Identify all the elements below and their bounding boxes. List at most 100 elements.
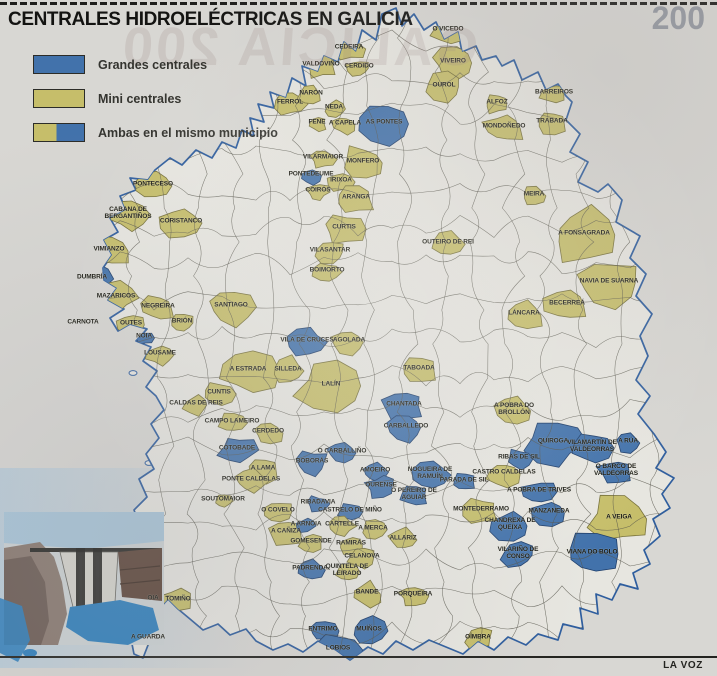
legend-item-ambas: Ambas en el mismo municipio: [33, 123, 278, 142]
legend-label-ambas: Ambas en el mismo municipio: [98, 125, 278, 140]
municipality-patch: [538, 112, 566, 136]
municipality-patch: [507, 299, 543, 330]
border-mesh-line: [103, 215, 674, 238]
border-mesh-line: [103, 476, 674, 497]
municipality-patch: [267, 522, 303, 546]
municipality-patch: [308, 117, 327, 133]
border-mesh-line: [641, 8, 665, 660]
border-mesh-line: [467, 8, 490, 660]
credit: LA VOZ: [663, 660, 703, 671]
municipality-patch: [171, 313, 194, 332]
municipality-patch: [325, 214, 367, 245]
municipality-patch: [542, 289, 587, 318]
municipality-patch: [296, 84, 321, 105]
municipality-patch: [328, 515, 358, 537]
border-mesh-line: [103, 289, 674, 311]
legend-item-mini: Mini centrales: [33, 89, 278, 108]
municipality-patch: [403, 357, 436, 382]
municipality-patch: [399, 485, 427, 506]
legend-label-grandes: Grandes centrales: [98, 57, 208, 72]
municipality-patch: [136, 332, 155, 345]
municipality-patch: [431, 230, 466, 255]
municipality-patch: [530, 501, 565, 528]
municipality-patch: [209, 291, 257, 329]
municipality-patch: [217, 412, 249, 431]
municipality-patch: [595, 461, 631, 484]
border-mesh-line: [103, 435, 674, 460]
dam-illustration: [0, 512, 164, 662]
municipality-patch: [353, 579, 382, 609]
border-mesh-line: [103, 399, 674, 423]
border-mesh-line: [257, 8, 280, 660]
municipality-patch: [387, 526, 418, 548]
border-mesh-line: [103, 251, 674, 276]
municipality-patch: [295, 450, 328, 478]
municipality-patch: [330, 117, 356, 136]
municipality-patch: [344, 145, 383, 179]
municipality-patch: [216, 437, 260, 464]
municipality-patch: [397, 587, 430, 607]
municipality-patch: [576, 264, 637, 311]
border-mesh-line: [103, 180, 674, 201]
top-dashed-rule: [0, 2, 717, 5]
municipality-patch: [493, 395, 532, 425]
municipality-patch: [338, 185, 375, 213]
border-mesh-line: [431, 8, 453, 660]
legend: Grandes centrales Mini centrales Ambas e…: [33, 55, 278, 157]
island: [128, 370, 138, 376]
border-mesh-line: [103, 364, 674, 387]
municipality-patch: [386, 415, 421, 444]
municipality-patch: [286, 326, 328, 357]
municipality-patch: [462, 497, 498, 524]
border-mesh-line: [291, 8, 313, 660]
municipality-patch: [68, 313, 99, 333]
municipality-patch: [263, 503, 293, 523]
border-mesh-line: [396, 8, 419, 660]
legend-swatch-mini: [33, 89, 85, 108]
border-mesh-line: [326, 8, 350, 660]
municipality-patch: [309, 150, 338, 169]
municipality-patch: [273, 354, 305, 383]
municipality-patch: [330, 331, 364, 357]
border-mesh-line: [676, 4, 700, 676]
border-mesh-line: [536, 8, 559, 660]
municipality-patch: [326, 441, 357, 464]
legend-swatch-grandes: [33, 55, 85, 74]
municipality-patch: [295, 517, 317, 533]
municipality-patch: [507, 448, 534, 471]
municipality-patch: [571, 433, 615, 464]
municipality-patch: [181, 394, 208, 417]
municipality-patch: [380, 392, 423, 422]
municipality-patch: [489, 510, 528, 542]
municipality-patch: [307, 495, 331, 513]
municipality-patch: [158, 208, 203, 239]
municipality-patch: [485, 464, 521, 489]
municipality-patch: [345, 61, 369, 77]
bottom-rule: [0, 656, 717, 658]
municipality-patch: [254, 422, 284, 445]
municipality-patch: [215, 494, 234, 508]
municipality-patch: [353, 615, 389, 645]
page-title: CENTRALES HIDROELÉCTRICAS EN GALICIA: [8, 9, 413, 30]
border-mesh-line: [361, 8, 383, 660]
municipality-patch: [234, 467, 270, 494]
municipality-patch: [558, 203, 616, 263]
municipality-patch: [204, 382, 237, 407]
municipality-patch: [499, 541, 534, 568]
border-mesh-line: [103, 326, 674, 349]
municipality-patch: [218, 350, 281, 394]
municipality-patch: [586, 494, 648, 541]
municipality-patch: [301, 169, 322, 186]
legend-swatch-ambas: [33, 123, 85, 142]
municipality-patch: [453, 472, 475, 490]
border-mesh-line: [500, 8, 526, 660]
legend-item-grandes: Grandes centrales: [33, 55, 278, 74]
municipality-patch: [292, 359, 362, 414]
municipality-patch: [616, 432, 641, 454]
municipality-patch: [363, 474, 394, 499]
municipality-patch: [486, 94, 508, 115]
legend-label-mini: Mini centrales: [98, 91, 182, 106]
municipality-patch: [311, 262, 343, 282]
